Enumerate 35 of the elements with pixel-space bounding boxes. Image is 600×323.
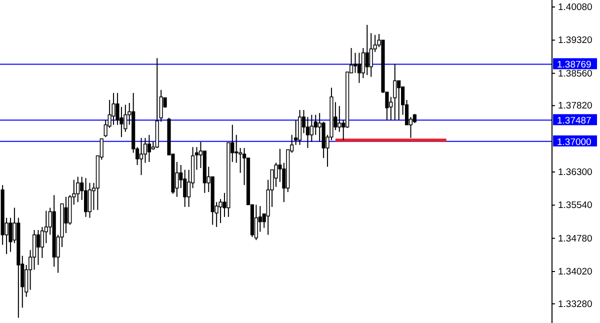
candlestick <box>369 32 373 78</box>
candlestick <box>112 92 116 126</box>
y-tick-label: 1.33280 <box>558 298 592 310</box>
candlestick <box>412 113 416 124</box>
candlestick <box>393 64 397 121</box>
candlestick <box>88 182 92 218</box>
ref-line-label: 1.37487 <box>557 116 592 127</box>
candlestick <box>76 176 80 203</box>
candlestick <box>298 109 302 146</box>
candlestick <box>147 134 151 162</box>
y-tick-label: 1.39320 <box>558 35 592 46</box>
candlestick <box>365 24 369 76</box>
candlestick <box>357 52 362 84</box>
y-tick-label: 1.35540 <box>558 200 592 212</box>
candlestick <box>306 116 310 148</box>
candlestick <box>254 204 258 241</box>
candlestick <box>183 169 187 208</box>
candlestick <box>44 210 48 244</box>
candlestick <box>353 52 358 74</box>
candlestick <box>338 106 342 132</box>
candlestick <box>64 196 68 234</box>
y-tick-label: 1.37820 <box>558 100 592 112</box>
y-tick-label: 1.40080 <box>558 2 592 14</box>
candlestick <box>84 178 88 218</box>
y-tick-label: 1.36300 <box>558 167 592 178</box>
y-tick-label: 1.34020 <box>558 266 592 278</box>
y-tick-label: 1.38560 <box>558 68 592 80</box>
ref-line-label: 1.37000 <box>557 136 592 148</box>
ref-line-label: 1.38769 <box>557 60 592 71</box>
candlestick <box>310 114 314 142</box>
candlestick <box>139 137 144 176</box>
candlestick <box>36 230 40 266</box>
y-tick-label: 1.34780 <box>558 233 592 244</box>
candlestick <box>218 198 222 224</box>
candlestick <box>397 80 401 121</box>
